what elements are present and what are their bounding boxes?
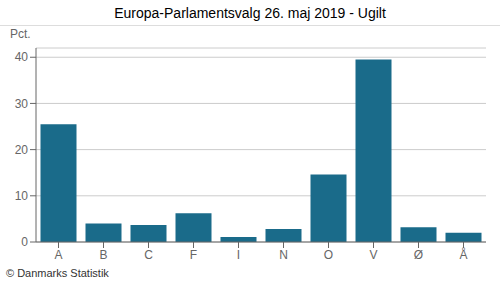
svg-text:O: O (324, 248, 333, 262)
svg-text:A: A (54, 248, 62, 262)
svg-text:I: I (237, 248, 240, 262)
svg-text:N: N (279, 248, 288, 262)
svg-text:F: F (190, 248, 197, 262)
svg-text:Ø: Ø (414, 248, 423, 262)
svg-text:0: 0 (21, 235, 28, 249)
svg-text:10: 10 (15, 189, 29, 203)
svg-text:20: 20 (15, 143, 29, 157)
svg-text:V: V (369, 248, 377, 262)
html-text:Europa-Parlamentsvalg 26. maj: Europa-Parlamentsvalg 26. maj 2019 - Ugi… (114, 5, 386, 21)
svg-text:Å: Å (459, 247, 467, 262)
svg-text:40: 40 (15, 50, 29, 64)
svg-text:30: 30 (15, 97, 29, 111)
html-text:Pct.: Pct. (10, 27, 31, 41)
svg-text:C: C (144, 248, 153, 262)
html-text:© Danmarks Statistik: © Danmarks Statistik (6, 267, 109, 279)
svg-text:B: B (99, 248, 107, 262)
